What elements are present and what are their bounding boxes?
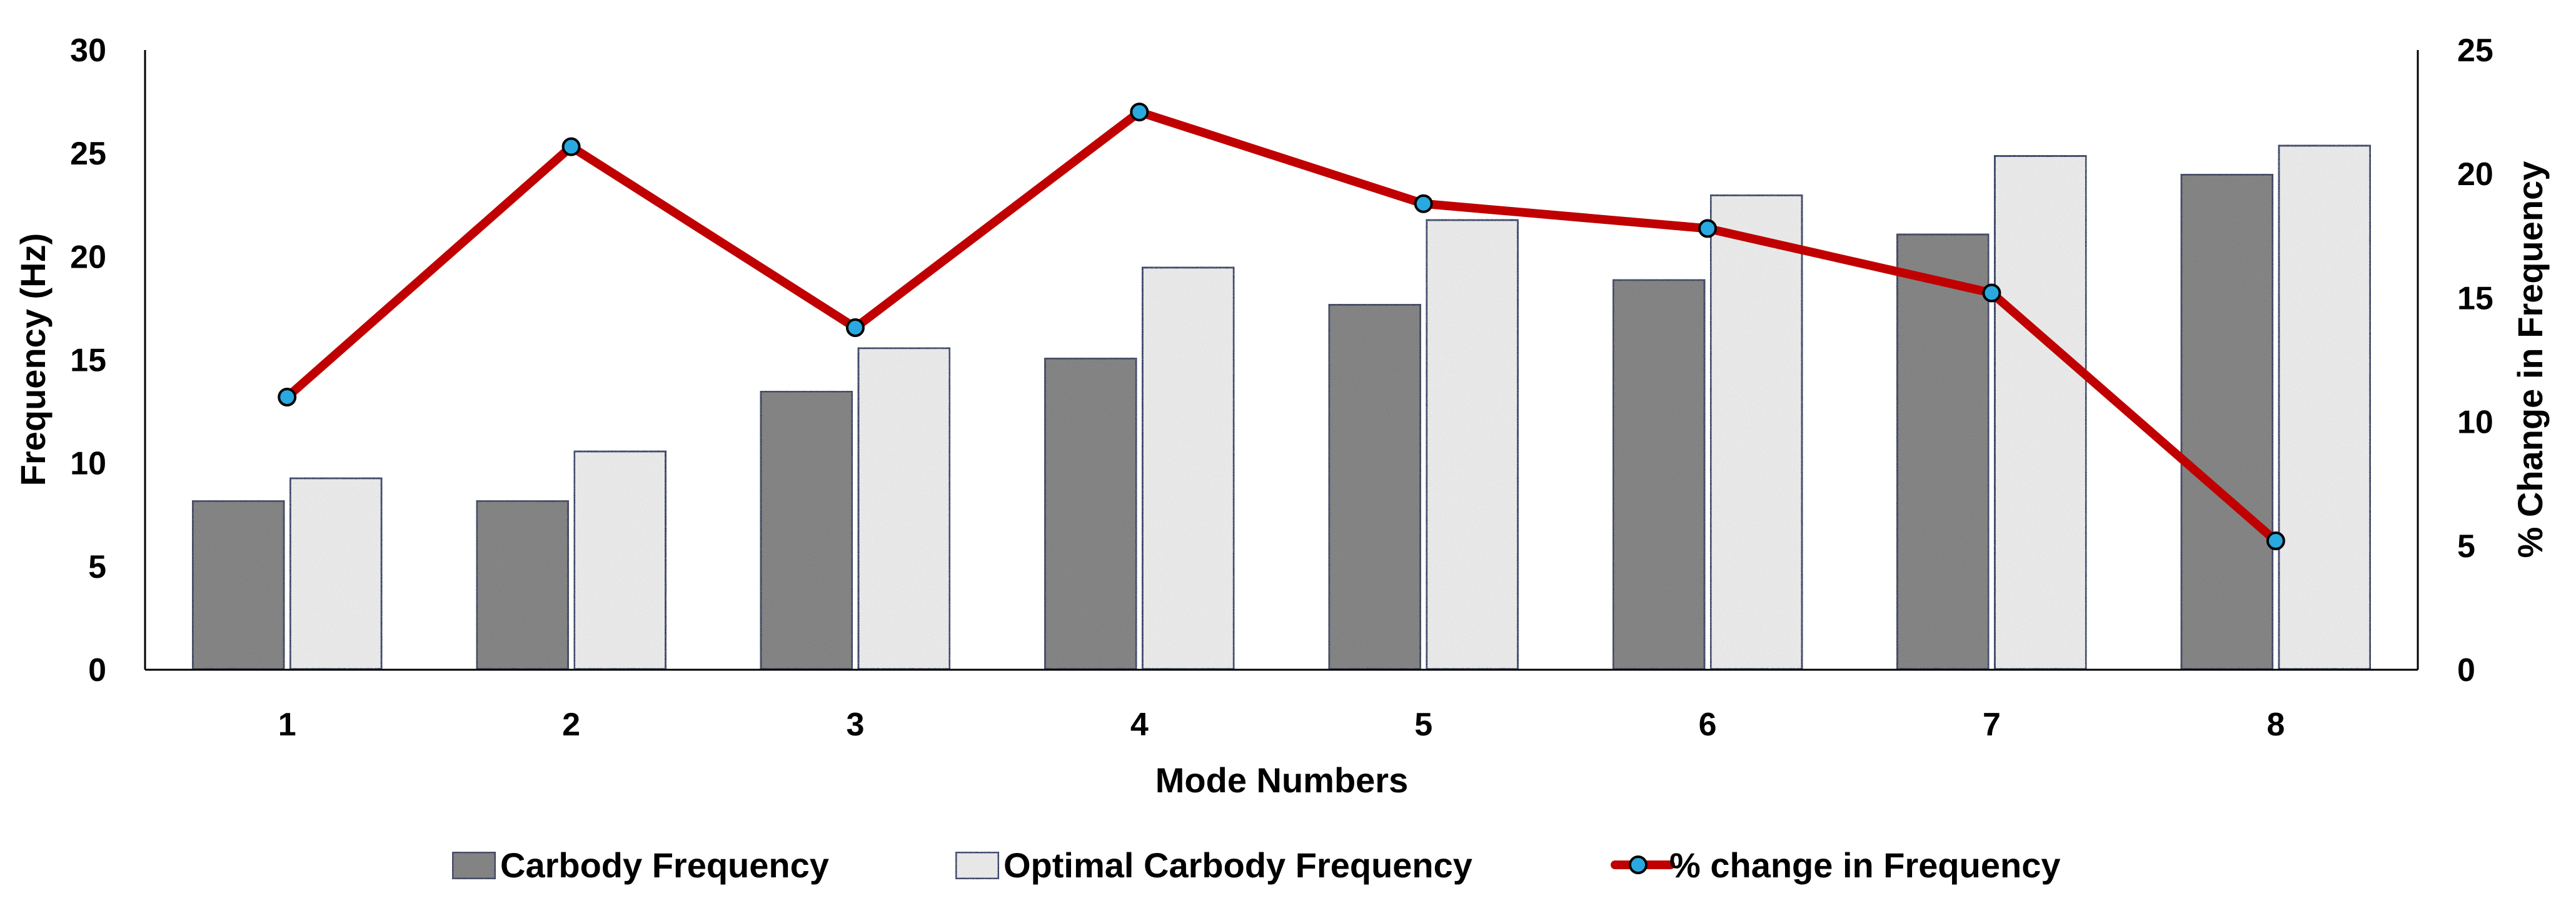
legend-label-optimal-carbody-frequency: Optimal Carbody Frequency bbox=[1004, 845, 1472, 885]
bar-carbody-mode-5 bbox=[1327, 302, 1423, 672]
percent-change-point-mode-8 bbox=[2266, 531, 2285, 550]
percent-change-point-mode-3 bbox=[845, 318, 865, 337]
bar-carbody-mode-1 bbox=[190, 498, 286, 672]
x-tick-5: 5 bbox=[1414, 707, 1432, 743]
x-tick-1: 1 bbox=[278, 707, 296, 743]
x-tick-6: 6 bbox=[1699, 707, 1717, 743]
bar-optimal-mode-8 bbox=[2277, 143, 2373, 672]
right-tick-10: 10 bbox=[2457, 405, 2493, 441]
legend-swatch-carbody bbox=[450, 850, 498, 881]
carbody-frequency-bars bbox=[190, 172, 2275, 672]
percent-change-markers bbox=[278, 103, 2285, 550]
bar-carbody-mode-2 bbox=[475, 498, 571, 672]
percent-change-point-mode-6 bbox=[1698, 219, 1718, 238]
left-y-axis-ticks: 0 5 10 15 20 25 30 bbox=[70, 33, 106, 689]
x-tick-4: 4 bbox=[1130, 707, 1149, 743]
percent-change-line bbox=[283, 108, 2280, 545]
left-tick-30: 30 bbox=[70, 33, 106, 69]
bar-optimal-mode-7 bbox=[1992, 153, 2088, 672]
legend-swatch-optimal bbox=[953, 850, 1001, 881]
right-tick-20: 20 bbox=[2457, 156, 2493, 193]
percent-change-point-mode-4 bbox=[1130, 103, 1149, 122]
bar-optimal-mode-4 bbox=[1140, 265, 1236, 672]
bar-optimal-mode-2 bbox=[572, 449, 668, 672]
bar-carbody-mode-7 bbox=[1894, 232, 1991, 672]
x-tick-3: 3 bbox=[846, 707, 864, 743]
legend-label-carbody-frequency: Carbody Frequency bbox=[500, 845, 829, 885]
right-tick-0: 0 bbox=[2457, 652, 2475, 689]
bar-carbody-mode-6 bbox=[1611, 278, 1707, 672]
left-tick-20: 20 bbox=[70, 239, 106, 275]
bar-carbody-mode-4 bbox=[1042, 356, 1139, 672]
legend-item-percent-change: % change in Frequency bbox=[1611, 845, 2061, 885]
bar-optimal-mode-3 bbox=[856, 346, 952, 672]
percent-change-point-mode-7 bbox=[1982, 283, 2001, 303]
left-tick-5: 5 bbox=[88, 549, 106, 585]
percent-change-point-mode-5 bbox=[1414, 194, 1433, 213]
x-axis-title: Mode Numbers bbox=[1155, 760, 1409, 800]
right-y-axis-ticks: 0 5 10 15 20 25 bbox=[2457, 33, 2493, 689]
x-tick-2: 2 bbox=[562, 707, 580, 743]
legend-marker-percent-change bbox=[1629, 855, 1648, 874]
bar-optimal-mode-1 bbox=[288, 476, 384, 672]
percent-change-point-mode-1 bbox=[278, 387, 297, 406]
bar-carbody-mode-8 bbox=[2179, 172, 2275, 672]
x-tick-7: 7 bbox=[1983, 707, 2001, 743]
left-tick-15: 15 bbox=[70, 343, 106, 379]
right-tick-25: 25 bbox=[2457, 33, 2493, 69]
bar-optimal-mode-5 bbox=[1424, 218, 1521, 672]
left-y-axis-title: Frequency (Hz) bbox=[13, 233, 53, 487]
left-tick-25: 25 bbox=[70, 136, 106, 172]
legend-label-percent-change: % change in Frequency bbox=[1669, 845, 2061, 885]
right-y-axis-title: % Change in Frequency bbox=[2510, 161, 2550, 558]
x-axis-ticks: 1 2 3 4 5 6 7 8 bbox=[278, 707, 2285, 743]
legend-item-carbody-frequency: Carbody Frequency bbox=[450, 845, 829, 885]
left-tick-0: 0 bbox=[88, 652, 106, 689]
bar-carbody-mode-3 bbox=[758, 389, 855, 672]
legend-item-optimal-carbody-frequency: Optimal Carbody Frequency bbox=[953, 845, 1472, 885]
left-tick-10: 10 bbox=[70, 446, 106, 482]
percent-change-point-mode-2 bbox=[561, 137, 581, 156]
x-tick-8: 8 bbox=[2267, 707, 2285, 743]
bar-optimal-mode-6 bbox=[1708, 193, 1804, 672]
right-tick-15: 15 bbox=[2457, 280, 2493, 316]
legend: Carbody Frequency Optimal Carbody Freque… bbox=[450, 845, 2061, 885]
right-tick-5: 5 bbox=[2457, 528, 2475, 565]
